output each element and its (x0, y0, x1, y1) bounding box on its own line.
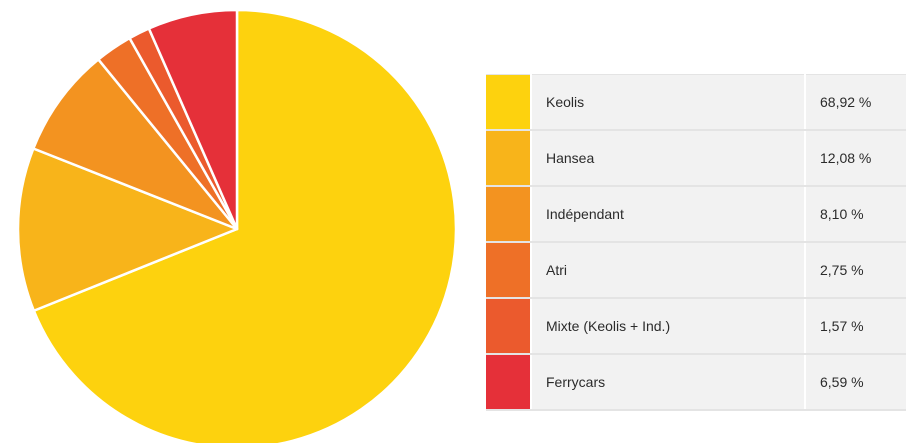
legend-row-hansea: Hansea 12,08 % (486, 130, 906, 187)
legend-value: 6,59 % (805, 354, 906, 411)
legend-swatch (486, 298, 532, 355)
legend-swatch (486, 354, 532, 411)
legend-label: Indépendant (531, 186, 806, 243)
legend-label: Keolis (531, 74, 806, 131)
legend-value: 68,92 % (805, 74, 906, 131)
legend-label: Mixte (Keolis + Ind.) (531, 298, 806, 355)
legend-value: 1,57 % (805, 298, 906, 355)
legend-row-atri: Atri 2,75 % (486, 242, 906, 299)
legend-row-ind-pendant: Indépendant 8,10 % (486, 186, 906, 243)
pie-slice-keolis (32, 8, 458, 443)
legend-label: Hansea (531, 130, 806, 187)
legend-swatch (486, 242, 532, 299)
legend-row-keolis: Keolis 68,92 % (486, 74, 906, 131)
legend-value: 12,08 % (805, 130, 906, 187)
legend-swatch (486, 74, 532, 131)
pie-slice-ferrycars (147, 8, 239, 231)
legend-label: Atri (531, 242, 806, 299)
legend-table: Keolis 68,92 % Hansea 12,08 % Indépendant 8,1… (486, 74, 906, 411)
pie-slice-hansea (16, 147, 239, 312)
legend-swatch (486, 186, 532, 243)
legend-row-ferrycars: Ferrycars 6,59 % (486, 354, 906, 411)
pie-chart (16, 8, 458, 443)
legend-swatch (486, 130, 532, 187)
legend-label: Ferrycars (531, 354, 806, 411)
legend-value: 8,10 % (805, 186, 906, 243)
legend-row-mixte-keolis-ind: Mixte (Keolis + Ind.) 1,57 % (486, 298, 906, 355)
legend-value: 2,75 % (805, 242, 906, 299)
pie-slice-ind-pendant (32, 58, 239, 231)
